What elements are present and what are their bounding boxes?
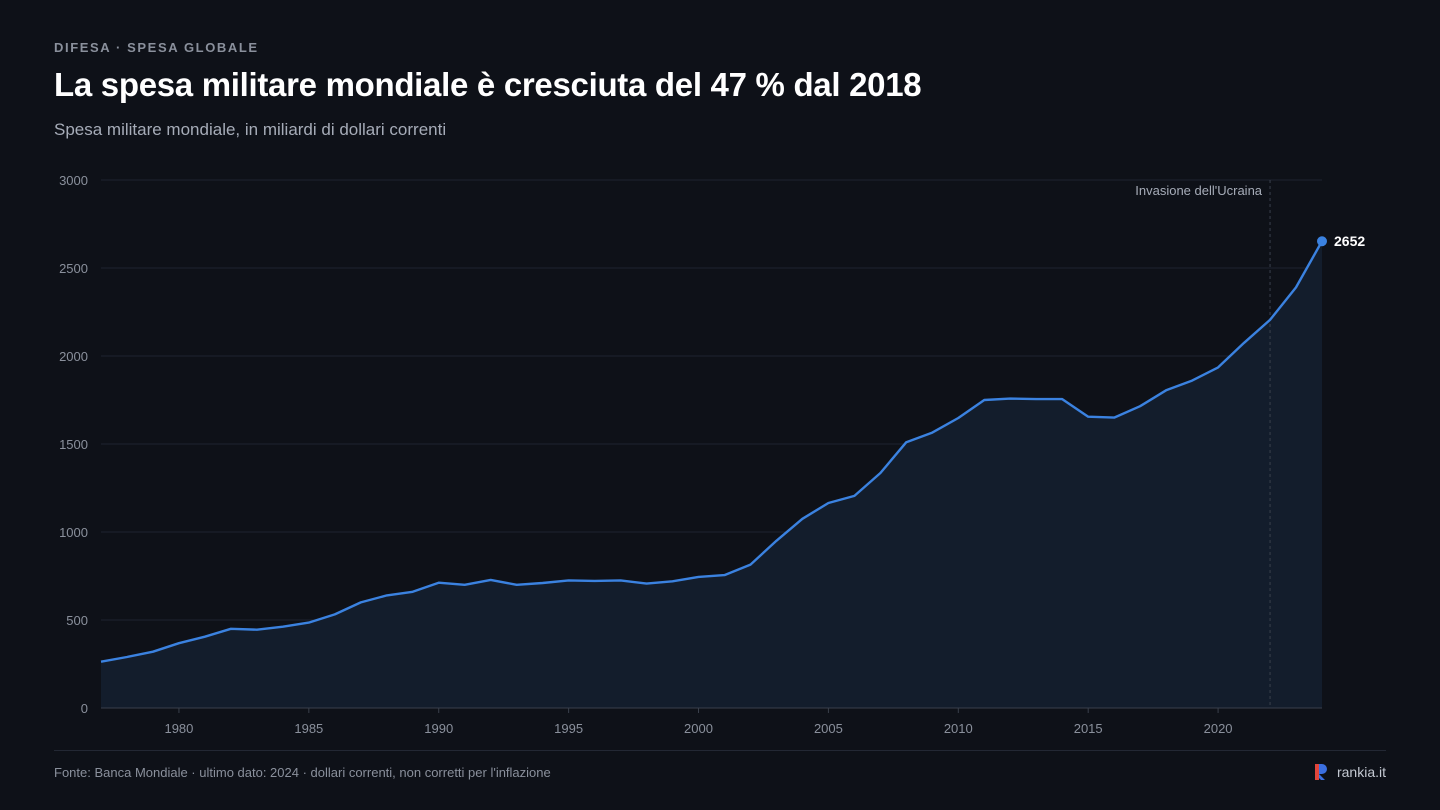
data-point-2018 [1161, 385, 1171, 395]
data-point-1994 [538, 578, 548, 588]
data-point-1981 [200, 632, 210, 642]
data-point-1989 [408, 587, 418, 597]
data-point-2011 [979, 395, 989, 405]
data-point-1988 [382, 590, 392, 600]
data-point-1978 [122, 652, 132, 662]
chart-title: La spesa militare mondiale è cresciuta d… [54, 66, 922, 103]
grid-lines [101, 179, 1322, 621]
source-note: Fonte: Banca Mondiale · ultimo dato: 202… [54, 765, 551, 780]
x-tick-label: 2010 [944, 721, 973, 736]
chart-kicker: DIFESA · SPESA GLOBALE [54, 40, 259, 55]
data-point-2010 [953, 413, 963, 423]
area-fill [101, 241, 1322, 708]
data-point-1982 [226, 624, 236, 634]
data-point-2013 [1031, 394, 1041, 404]
chart-subtitle: Spesa militare mondiale, in miliardi di … [54, 120, 447, 139]
data-point-2004 [797, 514, 807, 524]
data-point-1986 [330, 609, 340, 619]
y-axis-ticks: 0 500 1000 1500 2000 2500 3000 [59, 173, 88, 716]
data-point-2021 [1239, 338, 1249, 348]
x-tick-label: 1990 [424, 721, 453, 736]
data-point-1993 [512, 580, 522, 590]
data-point-1983 [252, 625, 262, 635]
data-point-2003 [771, 536, 781, 546]
data-point-1999 [668, 576, 678, 586]
brand-name: rankia.it [1336, 764, 1386, 780]
data-point-2015 [1083, 412, 1093, 422]
footer-divider [54, 750, 1386, 751]
data-point-2002 [745, 560, 755, 570]
y-tick-label: 1500 [59, 437, 88, 452]
data-point-2008 [901, 437, 911, 447]
data-point-2001 [719, 570, 729, 580]
data-point-2020 [1213, 362, 1223, 372]
data-point-2009 [927, 428, 937, 438]
line-chart: 0 500 1000 1500 2000 2500 3000 1980 1985 1990 199… [59, 173, 1365, 736]
brand[interactable]: rankia.it [1313, 763, 1386, 781]
y-tick-label: 1000 [59, 525, 88, 540]
data-point-2007 [875, 468, 885, 478]
data-point-1995 [564, 575, 574, 585]
data-point-1979 [148, 647, 158, 657]
data-point-2014 [1057, 394, 1067, 404]
data-point-1997 [616, 575, 626, 585]
series-line [100, 240, 1324, 663]
x-tick-label: 1995 [554, 721, 583, 736]
y-tick-label: 500 [66, 613, 88, 628]
data-point-1996 [590, 576, 600, 586]
endpoint-label: 2652 [1334, 233, 1365, 249]
y-tick-label: 2500 [59, 261, 88, 276]
data-point-2023 [1291, 282, 1301, 292]
x-tick-label: 2015 [1074, 721, 1103, 736]
x-axis-ticks: 1980 1985 1990 1995 2000 2005 2010 2015 2020 [164, 708, 1233, 736]
endpoint-marker[interactable] [1317, 236, 1327, 247]
data-point-2006 [849, 491, 859, 501]
data-point-2017 [1135, 401, 1145, 411]
data-point-1984 [278, 622, 288, 632]
data-point-2022 [1265, 315, 1275, 325]
data-point-1977 [96, 657, 106, 667]
rankia-logo-icon [1314, 764, 1327, 780]
data-point-1992 [486, 575, 496, 585]
x-tick-label: 2020 [1204, 721, 1233, 736]
data-point-2012 [1005, 394, 1015, 404]
data-point-2019 [1187, 376, 1197, 386]
y-tick-label: 3000 [59, 173, 88, 188]
data-point-1987 [356, 597, 366, 607]
data-point-1991 [460, 580, 470, 590]
data-point-2000 [694, 572, 704, 582]
x-tick-label: 2000 [684, 721, 713, 736]
x-tick-label: 1985 [294, 721, 323, 736]
y-tick-label: 0 [81, 701, 88, 716]
data-point-1998 [642, 579, 652, 589]
x-tick-label: 2005 [814, 721, 843, 736]
data-point-1980 [174, 638, 184, 648]
data-point-1985 [304, 618, 314, 628]
x-tick-label: 1980 [164, 721, 193, 736]
data-point-2005 [823, 498, 833, 508]
data-point-1990 [434, 578, 444, 588]
y-tick-label: 2000 [59, 349, 88, 364]
data-point-2016 [1109, 413, 1119, 423]
annotation-label: Invasione dell'Ucraina [1135, 183, 1263, 198]
